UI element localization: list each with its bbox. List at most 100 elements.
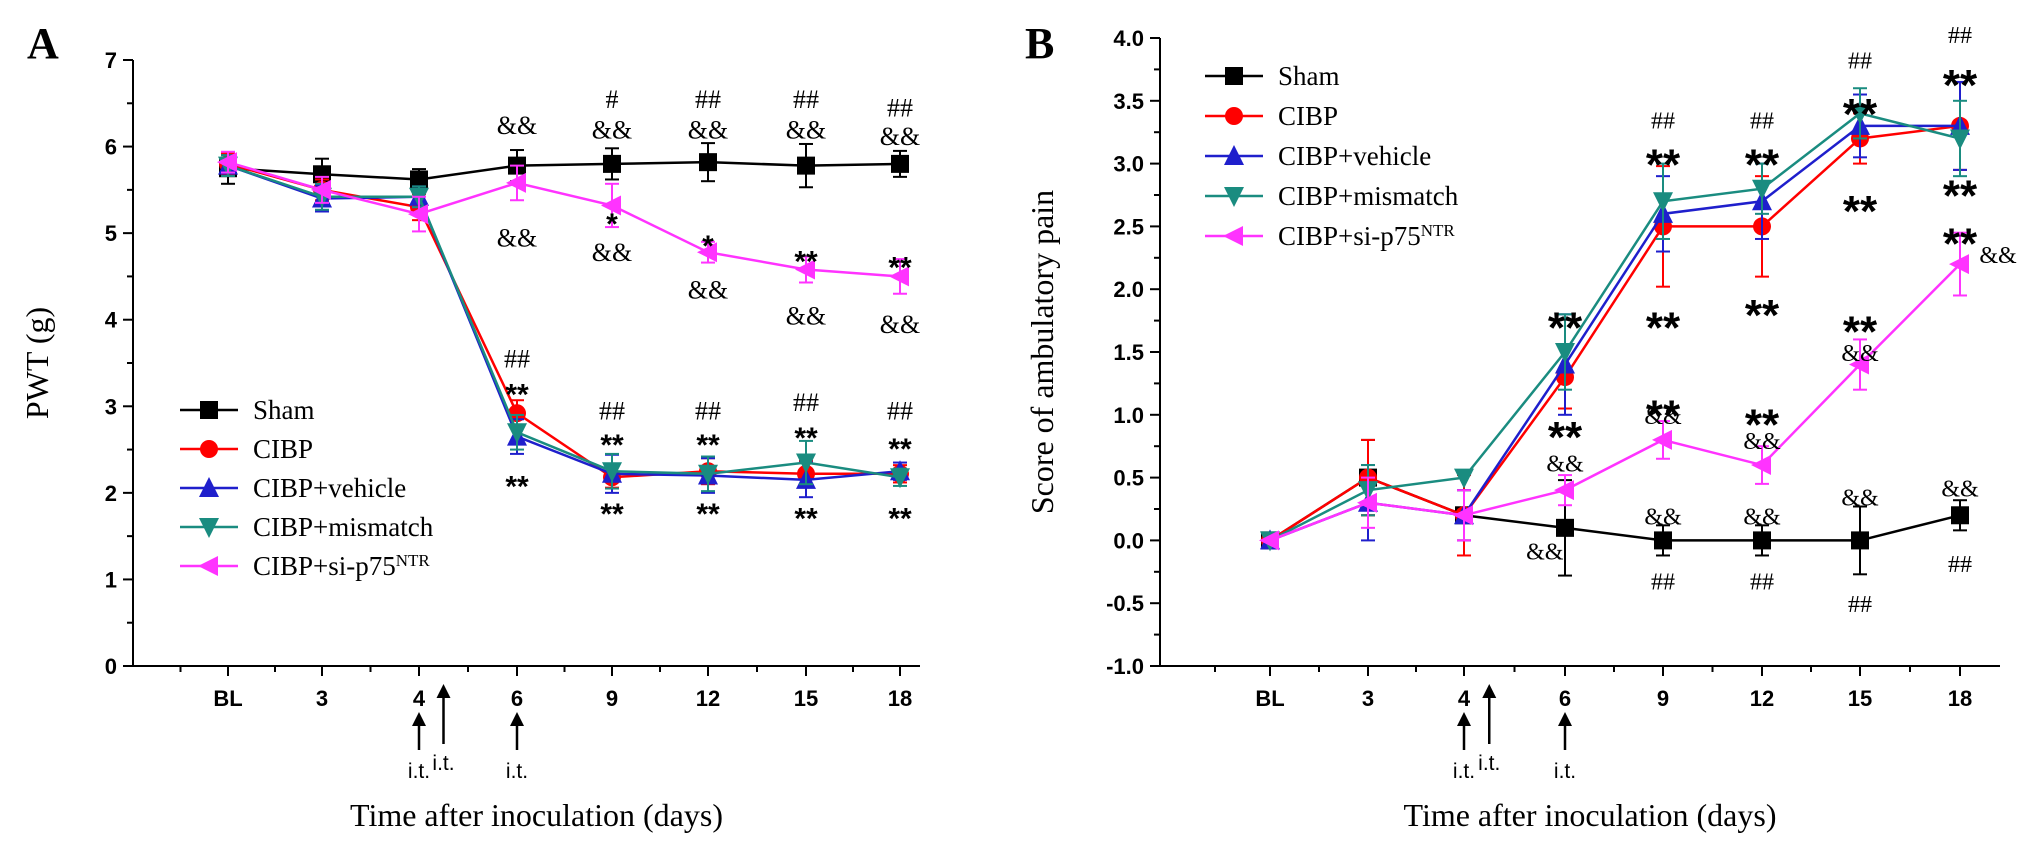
legend-label: Sham	[253, 395, 315, 425]
data-point	[1751, 455, 1771, 476]
significance-annotation: **	[696, 429, 720, 462]
significance-annotation: &&	[786, 115, 826, 144]
significance-annotation: **	[888, 503, 912, 536]
x-tick-label: 15	[1848, 686, 1872, 711]
legend-item: CIBP+si-p75NTR	[1205, 221, 1455, 251]
x-axis-title: Time after inoculation (days)	[350, 797, 723, 833]
injection-arrow-head	[1457, 712, 1471, 726]
significance-annotation: ##	[887, 94, 913, 123]
legend-label: CIBP+mismatch	[1278, 181, 1459, 211]
significance-annotation: &&	[688, 115, 728, 144]
injection-label: i.t.	[432, 752, 454, 775]
significance-annotation: &&	[497, 111, 537, 140]
series-cibp-si-p75ntr	[1259, 231, 1969, 551]
legend-item: CIBP	[1205, 101, 1338, 131]
significance-annotation: **	[1548, 304, 1583, 353]
x-tick-label: BL	[213, 686, 242, 711]
legend-marker	[1224, 187, 1244, 207]
panel-letter: B	[1025, 19, 1054, 68]
data-point	[1851, 531, 1869, 550]
significance-annotation: &&	[1743, 504, 1781, 530]
significance-annotation: **	[505, 379, 529, 412]
y-tick-label: 3	[105, 394, 117, 419]
significance-annotation: **	[1943, 219, 1978, 268]
significance-annotation: ##	[1848, 592, 1872, 618]
y-axis-title: PWT (g)	[19, 307, 55, 419]
injection-label: i.t.	[408, 760, 430, 783]
x-tick-label: 15	[794, 686, 818, 711]
significance-annotation: ##	[695, 85, 721, 114]
x-tick-label: 3	[316, 686, 328, 711]
series-line	[227, 164, 901, 482]
x-tick-label: 3	[1362, 686, 1374, 711]
data-point	[1454, 468, 1474, 489]
y-tick-label: 2.0	[1113, 277, 1144, 302]
significance-annotation: &&	[1526, 539, 1564, 565]
x-tick-label: 6	[511, 686, 523, 711]
series-line	[227, 160, 901, 181]
data-point	[601, 195, 621, 216]
data-point	[1556, 518, 1574, 537]
y-tick-label: 0.0	[1113, 528, 1144, 553]
data-point	[1850, 104, 1870, 125]
data-point	[507, 423, 527, 444]
significance-annotation: ##	[1848, 48, 1872, 74]
data-point	[217, 152, 237, 173]
significance-annotation: **	[1843, 187, 1878, 236]
x-tick-label: 12	[1750, 686, 1774, 711]
y-tick-label: 1.5	[1113, 340, 1144, 365]
legend-item: CIBP+mismatch	[1205, 181, 1459, 211]
significance-annotation: **	[888, 433, 912, 466]
legend-label: Sham	[1278, 61, 1340, 91]
series-line	[227, 160, 901, 278]
legend-marker	[199, 477, 219, 497]
panel-letter: A	[27, 19, 59, 68]
significance-annotation: &&	[1743, 429, 1781, 455]
data-point	[1357, 492, 1377, 513]
significance-annotation: &&	[880, 122, 920, 151]
legend-label: CIBP+si-p75NTR	[253, 551, 430, 582]
legend-item: CIBP+vehicle	[180, 473, 406, 503]
series-line	[227, 164, 901, 479]
data-point	[890, 468, 910, 489]
significance-annotation: #	[606, 85, 619, 114]
injection-label: i.t.	[1478, 752, 1500, 775]
significance-annotation: ##	[599, 397, 625, 426]
legend-item: Sham	[180, 395, 315, 425]
series-cibp-si-p75ntr	[217, 150, 909, 295]
significance-annotation: **	[794, 245, 818, 278]
significance-annotation: **	[1745, 140, 1780, 189]
significance-annotation: &&	[1644, 504, 1682, 530]
series-line	[1269, 263, 1961, 542]
y-tick-label: 0	[105, 654, 117, 679]
injection-arrow-head	[1558, 712, 1572, 726]
y-tick-label: 5	[105, 221, 117, 246]
injection-label: i.t.	[506, 760, 528, 783]
y-tick-label: 3.0	[1113, 152, 1144, 177]
significance-annotation: &&	[880, 310, 920, 339]
legend-superscript: NTR	[396, 551, 431, 570]
significance-annotation: ##	[1651, 109, 1675, 135]
significance-annotation: ##	[1651, 570, 1675, 596]
significance-annotation: ##	[504, 345, 530, 374]
y-tick-label: 1.0	[1113, 403, 1144, 428]
y-axis-title: Score of ambulatory pain	[1024, 190, 1060, 514]
legend-item: CIBP+vehicle	[1205, 141, 1431, 171]
significance-annotation: &&	[592, 115, 632, 144]
legend-marker	[200, 401, 218, 419]
data-point	[602, 462, 622, 483]
significance-annotation: &&	[786, 301, 826, 330]
significance-annotation: **	[888, 251, 912, 284]
data-point	[1849, 354, 1869, 375]
data-point	[797, 156, 815, 175]
significance-annotation: &&	[688, 275, 728, 304]
data-point	[1555, 343, 1575, 363]
legend-marker	[200, 440, 218, 458]
significance-annotation: &&	[497, 223, 537, 252]
legend-label: CIBP	[1278, 101, 1338, 131]
x-tick-label: 4	[413, 686, 426, 711]
significance-annotation: **	[1646, 140, 1681, 189]
legend-marker	[199, 518, 219, 538]
